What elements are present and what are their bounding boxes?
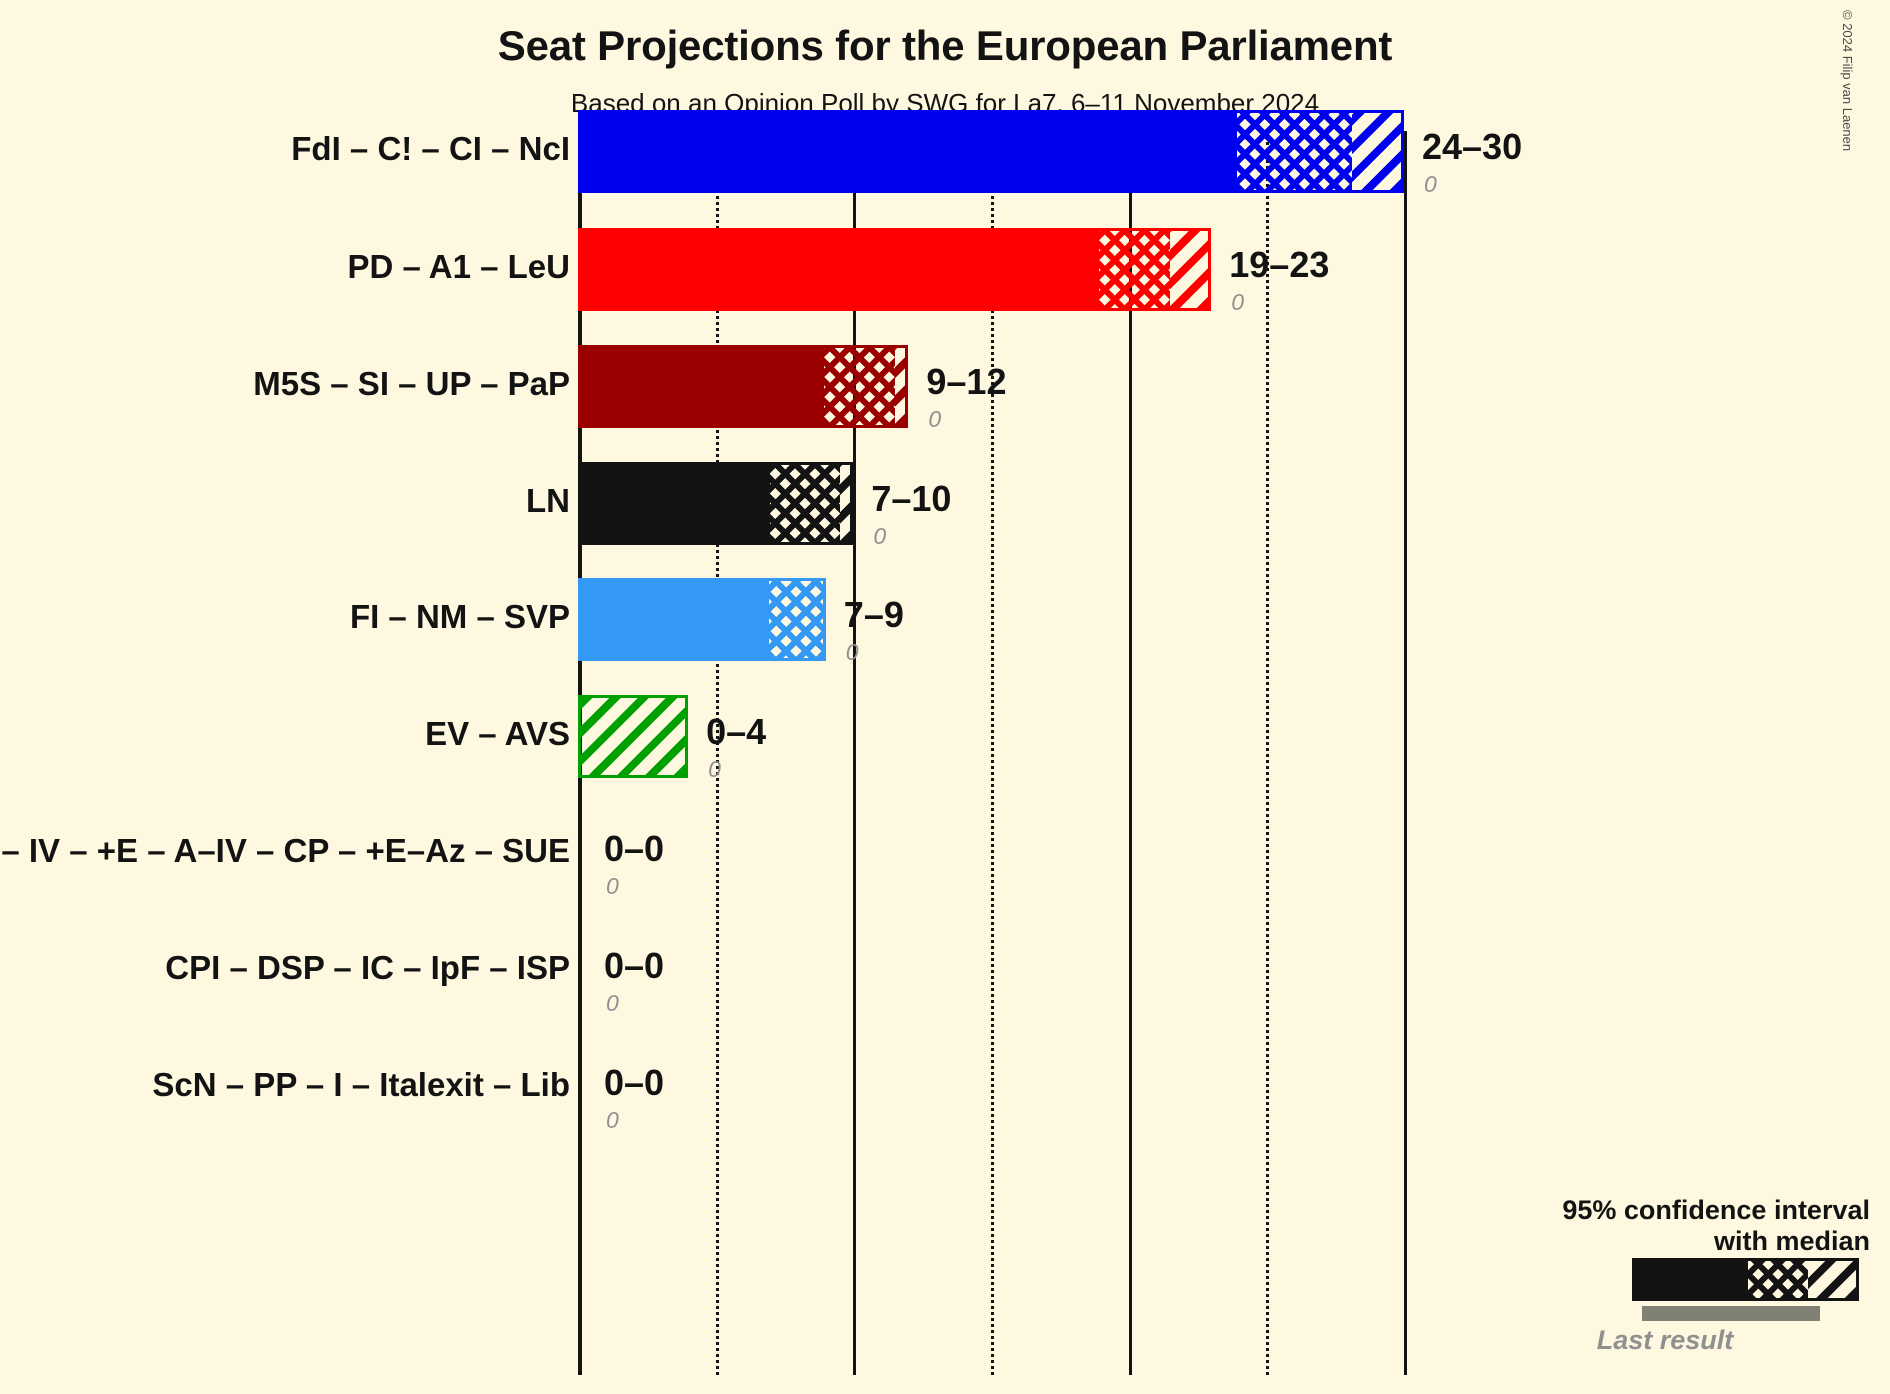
row-label-2: M5S – SI – UP – PaP xyxy=(253,364,570,402)
chart-row: A – IV – +E – A–IV – CP – +E–Az – SUE 0–0… xyxy=(0,812,1890,899)
row-label-8: ScN – PP – I – Italexit – Lib xyxy=(152,1065,570,1103)
bar-segment-median-crosshatch xyxy=(1237,113,1352,190)
seat-range-value: 7–9 xyxy=(843,593,904,635)
confidence-interval-bar xyxy=(578,228,1212,311)
bar-segment-solid xyxy=(581,231,1100,308)
legend-line-1: 95% confidence interval xyxy=(1562,1195,1870,1225)
seat-range-value: 24–30 xyxy=(1422,125,1523,167)
legend-line-2: with median xyxy=(1713,1226,1870,1257)
row-label-4: FI – NM – SVP xyxy=(349,597,570,635)
seat-range-value: 7–10 xyxy=(871,477,952,519)
seat-range-value: 9–12 xyxy=(926,360,1007,402)
confidence-interval-bar xyxy=(578,110,1404,193)
confidence-interval-bar xyxy=(578,462,854,545)
last-result-value: 0 xyxy=(928,405,942,432)
gridline-15 xyxy=(991,131,994,1375)
bar-segment-solid xyxy=(581,348,825,425)
last-result-value: 0 xyxy=(606,1106,619,1133)
seat-range-value: 19–23 xyxy=(1229,243,1330,285)
confidence-interval-bar xyxy=(578,345,909,428)
bar-segment-upper-hatch xyxy=(839,465,851,542)
last-result-value: 0 xyxy=(708,755,721,782)
last-result-value: 0 xyxy=(606,872,619,899)
bar-segment-upper-hatch xyxy=(894,348,906,425)
bar-segment-solid xyxy=(581,465,770,542)
legend-segment-hatch xyxy=(1808,1261,1856,1298)
bar-segment-solid xyxy=(581,581,770,658)
row-label-1: PD – A1 – LeU xyxy=(347,247,570,285)
gridline-25 xyxy=(1266,131,1270,1375)
row-label-6: A – IV – +E – A–IV – CP – +E–Az – SUE xyxy=(0,831,570,869)
confidence-interval-bar xyxy=(578,578,826,661)
seat-range-value: 0–0 xyxy=(604,827,665,869)
bar-segment-upper-hatch xyxy=(1170,231,1209,308)
legend-last-result-label: Last result xyxy=(1596,1325,1734,1355)
gridline-20 xyxy=(1128,131,1132,1375)
last-result-value: 0 xyxy=(845,638,859,665)
gridline-10 xyxy=(853,131,857,1375)
gridline-5 xyxy=(715,131,719,1375)
seat-range-value: 0–0 xyxy=(604,944,665,986)
confidence-interval-bar xyxy=(578,695,689,778)
row-label-7: CPI – DSP – IC – IpF – ISP xyxy=(165,948,570,986)
last-result-value: 0 xyxy=(1424,170,1437,197)
bar-segment-median-crosshatch xyxy=(1099,231,1171,308)
seat-range-value: 0–4 xyxy=(706,710,767,752)
legend-segment-solid xyxy=(1635,1261,1748,1298)
chart-row: ScN – PP – I – Italexit – Lib 0–0 0 xyxy=(0,1046,1890,1133)
chart-row: LN 7–10 0 xyxy=(0,462,1890,549)
chart-row: M5S – SI – UP – PaP 9–12 0 xyxy=(0,345,1890,432)
chart-row: CPI – DSP – IC – IpF – ISP 0–0 0 xyxy=(0,929,1890,1016)
legend: 95% confidence interval with median xyxy=(1470,1195,1870,1258)
bar-segment-median-crosshatch xyxy=(824,348,895,425)
bar-segment-upper-hatch xyxy=(581,698,686,775)
chart-row: FI – NM – SVP 7–9 0 xyxy=(0,578,1890,665)
bar-segment-upper-hatch xyxy=(1351,113,1401,190)
legend-last-result-bar xyxy=(1642,1306,1820,1321)
page-title: Seat Projections for the European Parlia… xyxy=(497,22,1393,69)
legend-segment-crosshatch xyxy=(1748,1261,1808,1298)
row-label-0: FdI – C! – CI – NcI xyxy=(291,129,570,167)
row-label-5: EV – AVS xyxy=(425,714,570,752)
row-label-3: LN xyxy=(526,481,570,519)
seat-range-value: 0–0 xyxy=(604,1061,665,1103)
bar-segment-median-crosshatch xyxy=(769,581,823,658)
last-result-value: 0 xyxy=(1231,288,1245,315)
chart-row: FdI – C! – CI – NcI 24–30 0 xyxy=(0,110,1890,197)
last-result-value: 0 xyxy=(873,522,887,549)
bar-segment-solid xyxy=(581,113,1238,190)
chart-row: EV – AVS 0–4 0 xyxy=(0,695,1890,782)
bar-segment-median-crosshatch xyxy=(769,465,840,542)
gridline-30 xyxy=(1404,131,1407,1375)
last-result-value: 0 xyxy=(606,989,619,1016)
legend-sample-bar xyxy=(1632,1258,1859,1301)
chart-row: PD – A1 – LeU 19–23 0 xyxy=(0,228,1890,315)
